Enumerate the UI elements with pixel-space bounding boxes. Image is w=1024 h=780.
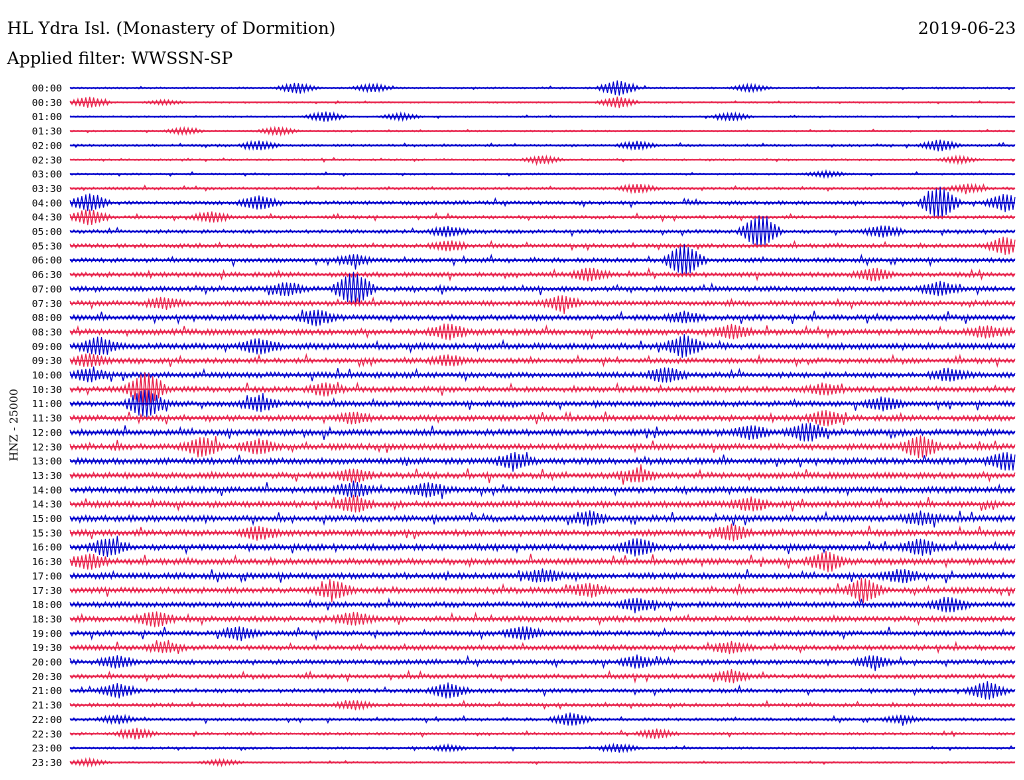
seismic-trace [69, 271, 1016, 306]
time-tick-label: 16:00 [32, 543, 62, 554]
time-tick-label: 16:30 [32, 557, 62, 568]
time-tick-label: 18:00 [32, 600, 62, 611]
time-tick-label: 01:00 [32, 112, 62, 123]
time-tick-label: 03:30 [32, 184, 62, 195]
seismic-trace [69, 654, 1016, 672]
seismic-trace [69, 681, 1016, 700]
time-tick-label: 10:30 [32, 385, 62, 396]
time-tick-label: 21:30 [32, 701, 62, 712]
seismic-trace [69, 323, 1016, 341]
time-tick-label: 00:00 [32, 84, 62, 95]
seismic-trace [69, 435, 1016, 459]
time-tick-label: 23:00 [32, 744, 62, 755]
seismic-trace [69, 494, 1016, 513]
time-tick-label: 19:00 [32, 629, 62, 640]
time-tick-label: 17:00 [32, 571, 62, 582]
time-tick-label: 23:30 [32, 758, 62, 769]
seismic-trace [69, 309, 1016, 327]
time-tick-label: 08:00 [32, 313, 62, 324]
time-tick-label: 10:00 [32, 371, 62, 382]
time-tick-label: 21:00 [32, 686, 62, 697]
seismic-trace [69, 523, 1016, 542]
time-tick-label: 19:30 [32, 643, 62, 654]
seismic-trace [69, 236, 1016, 255]
seismic-trace [69, 409, 1016, 427]
time-tick-label: 14:00 [32, 485, 62, 496]
seismic-trace [69, 464, 1016, 485]
time-tick-label: 12:00 [32, 428, 62, 439]
time-tick-label: 09:00 [32, 342, 62, 353]
time-tick-label: 20:00 [32, 658, 62, 669]
time-tick-label: 06:00 [32, 256, 62, 267]
seismic-trace [69, 267, 1016, 282]
time-tick-label: 22:30 [32, 729, 62, 740]
time-tick-label: 18:30 [32, 614, 62, 625]
time-tick-label: 15:00 [32, 514, 62, 525]
time-tick-label: 14:30 [32, 500, 62, 511]
time-tick-label: 00:30 [32, 98, 62, 109]
seismic-trace [69, 244, 1016, 276]
applied-filter-label: Applied filter: WWSSN-SP [7, 49, 233, 69]
seismic-trace [69, 550, 1016, 573]
time-tick-label: 09:30 [32, 356, 62, 367]
time-tick-label: 20:30 [32, 672, 62, 683]
time-tick-label: 02:00 [32, 141, 62, 152]
seismic-trace [69, 389, 1016, 418]
time-tick-label: 15:30 [32, 528, 62, 539]
seismic-trace [69, 366, 1016, 383]
seismic-trace [69, 480, 1016, 500]
time-tick-label: 12:30 [32, 442, 62, 453]
seismic-trace [69, 669, 1016, 684]
seismic-trace [69, 577, 1016, 604]
station-title: HL Ydra Isl. (Monastery of Dormition) [7, 19, 336, 39]
seismic-trace [69, 639, 1016, 655]
time-tick-label: 13:00 [32, 457, 62, 468]
seismic-trace [69, 182, 1016, 195]
time-tick-label: 07:00 [32, 284, 62, 295]
seismic-trace [69, 510, 1016, 528]
seismic-trace [69, 611, 1016, 628]
time-tick-label: 03:00 [32, 170, 62, 181]
seismic-trace [69, 295, 1016, 315]
time-tick-label: 13:30 [32, 471, 62, 482]
seismic-trace [69, 422, 1016, 442]
seismic-trace [69, 333, 1016, 358]
time-tick-label: 11:30 [32, 414, 62, 425]
time-tick-label: 08:30 [32, 327, 62, 338]
seismic-trace [69, 626, 1016, 642]
time-tick-label: 05:00 [32, 227, 62, 238]
time-tick-label: 22:00 [32, 715, 62, 726]
time-tick-label: 02:30 [32, 155, 62, 166]
time-tick-label: 04:00 [32, 198, 62, 209]
seismic-trace [69, 568, 1016, 584]
time-tick-label: 04:30 [32, 213, 62, 224]
seismic-trace [69, 596, 1016, 614]
seismic-trace [69, 372, 1016, 406]
time-tick-label: 17:30 [32, 586, 62, 597]
seismic-trace [69, 352, 1016, 369]
seismic-trace [69, 186, 1016, 220]
time-tick-label: 07:30 [32, 299, 62, 310]
seismic-trace [69, 535, 1016, 558]
record-date: 2019-06-23 [917, 19, 1016, 39]
time-tick-label: 01:30 [32, 127, 62, 138]
seismic-trace [69, 209, 1016, 226]
time-tick-label: 05:30 [32, 241, 62, 252]
seismic-trace [69, 452, 1016, 472]
time-tick-label: 06:30 [32, 270, 62, 281]
time-tick-label: 11:00 [32, 399, 62, 410]
